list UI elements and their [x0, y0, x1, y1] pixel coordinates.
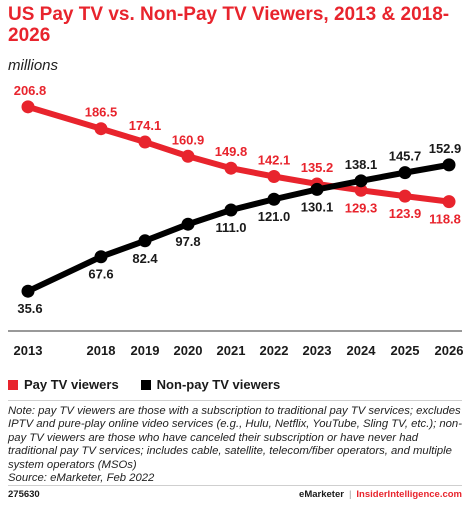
chart-note: Note: pay TV viewers are those with a su…: [8, 405, 464, 485]
chart-subtitle: millions: [8, 57, 59, 74]
pay-tv-point: [398, 189, 412, 203]
x-tick-label: 2021: [217, 343, 246, 358]
divider-top: [8, 400, 462, 401]
pay-tv-data-label: 123.9: [389, 206, 422, 221]
divider-bottom: [8, 485, 462, 486]
x-tick-label: 2020: [174, 343, 203, 358]
nonpay-tv-data-label: 152.9: [429, 141, 462, 156]
brand: eMarketer | InsiderIntelligence.com: [299, 489, 462, 500]
x-tick-label: 2022: [260, 343, 289, 358]
pay-tv-series-line: [27, 103, 450, 205]
nonpay-tv-point: [442, 158, 456, 172]
nonpay-tv-point: [21, 284, 35, 298]
nonpay-tv-data-label: 121.0: [258, 209, 291, 224]
nonpay-tv-point: [310, 182, 324, 196]
nonpay-tv-data-label: 138.1: [345, 157, 378, 172]
nonpay-tv-point: [94, 250, 108, 264]
pay-tv-point: [354, 183, 368, 197]
chart-title: US Pay TV vs. Non-Pay TV Viewers, 2013 &…: [8, 4, 450, 46]
x-tick-label: 2025: [391, 343, 420, 358]
nonpay-tv-point: [354, 174, 368, 188]
nonpay-tv-data-label: 82.4: [132, 251, 158, 266]
pay-tv-data-label: 142.1: [258, 153, 291, 168]
nonpay-tv-series-line: [26, 161, 450, 294]
legend-item-pay: Pay TV viewers: [8, 377, 119, 392]
footer: 275630 eMarketer | InsiderIntelligence.com: [8, 489, 462, 500]
pay-tv-data-label: 149.8: [215, 144, 248, 159]
pay-tv-data-label: 186.5: [85, 105, 118, 120]
legend-label-pay: Pay TV viewers: [24, 377, 119, 392]
nonpay-tv-data-label: 130.1: [301, 199, 334, 214]
nonpay-tv-point: [398, 166, 412, 180]
pay-tv-point: [267, 170, 281, 184]
pay-tv-point: [224, 161, 238, 175]
legend-swatch-nonpay: [140, 379, 151, 390]
pay-tv-point: [94, 122, 108, 136]
legend-label-nonpay: Non-pay TV viewers: [156, 377, 281, 392]
nonpay-tv-point: [138, 234, 152, 248]
pay-tv-data-label: 118.8: [429, 212, 461, 227]
pay-tv-point: [21, 100, 35, 114]
pay-tv-data-label: 160.9: [172, 132, 205, 147]
pay-tv-data-label: 135.2: [301, 160, 334, 175]
x-tick-label: 2023: [303, 343, 332, 358]
pay-tv-point: [138, 135, 152, 149]
x-tick-label: 2026: [435, 343, 464, 358]
x-tick-label: 2013: [14, 343, 43, 358]
chart-id: 275630: [8, 489, 40, 500]
line-chart: 2013 2018 2019 2020 2021 2022 2023 2024 2025 2026…: [8, 83, 464, 358]
brand-site: InsiderIntelligence.com: [356, 489, 462, 500]
nonpay-tv-data-label: 67.6: [88, 267, 113, 282]
legend: Pay TV viewers Non-pay TV viewers: [8, 377, 302, 392]
nonpay-tv-data-label: 145.7: [389, 149, 422, 164]
note-source: Source: eMarketer, Feb 2022: [8, 472, 155, 485]
x-tick-label: 2019: [131, 343, 160, 358]
nonpay-tv-data-label: 111.0: [215, 220, 246, 235]
legend-swatch-pay: [8, 379, 18, 390]
pay-tv-data-label: 174.1: [129, 118, 162, 133]
pay-tv-point: [442, 195, 456, 209]
pay-tv-point: [181, 149, 195, 163]
pay-tv-data-label: 129.3: [345, 200, 378, 215]
x-tick-label: 2024: [347, 343, 377, 358]
nonpay-tv-point: [224, 203, 238, 217]
pay-tv-data-label: 206.8: [14, 83, 47, 98]
note-text: Note: pay TV viewers are those with a su…: [8, 405, 462, 471]
brand-emarketer: eMarketer: [299, 489, 344, 500]
brand-separator: |: [348, 489, 352, 500]
legend-item-nonpay: Non-pay TV viewers: [140, 377, 281, 392]
nonpay-tv-data-label: 97.8: [175, 234, 200, 249]
x-tick-label: 2018: [87, 343, 116, 358]
nonpay-tv-point: [181, 217, 195, 231]
nonpay-tv-data-label: 35.6: [17, 301, 42, 316]
nonpay-tv-point: [267, 192, 281, 206]
